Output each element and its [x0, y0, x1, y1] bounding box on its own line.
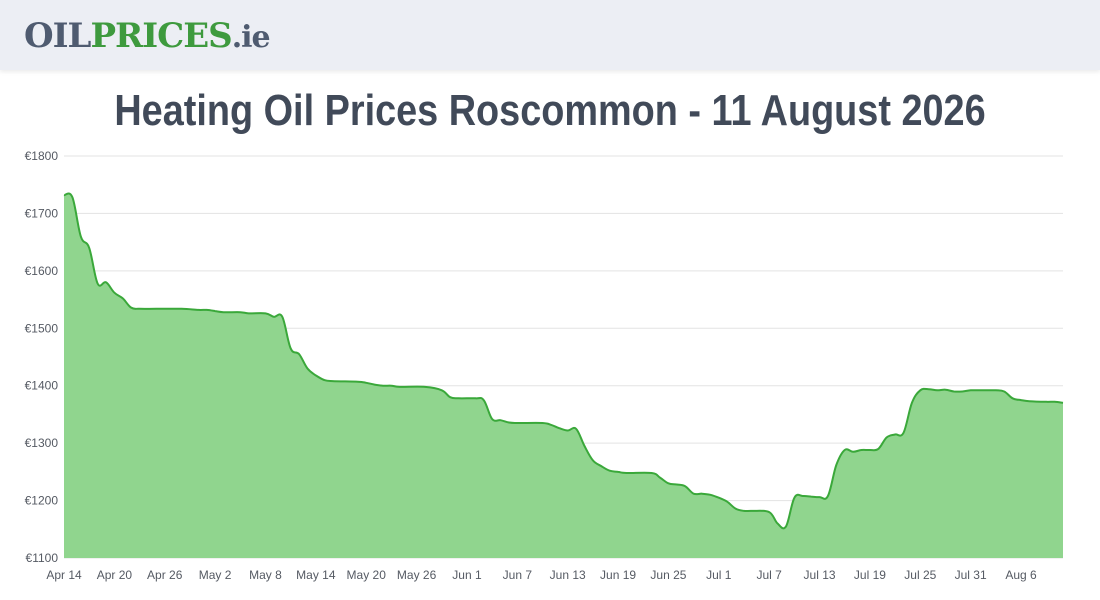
logo-part-prices: PRICES	[90, 16, 232, 56]
x-axis-ticks: Apr 14 Apr 20 Apr 26 May 2 May 8 May 14 May 20…	[46, 568, 1037, 582]
y-axis-ticks: €1100 €1200 €1300 €1400 €1500 €1600 €1700 €1800	[25, 149, 59, 565]
x-tick-label: Apr 14	[46, 568, 82, 582]
x-tick-label: May 8	[249, 568, 282, 582]
price-area-fill	[64, 193, 1063, 558]
x-tick-label: May 26	[397, 568, 437, 582]
logo-part-ie: .ie	[231, 20, 271, 55]
y-tick-label: €1100	[26, 551, 59, 565]
x-tick-label: May 14	[296, 568, 336, 582]
x-tick-label: Jul 13	[804, 568, 836, 582]
x-tick-label: Jul 19	[854, 568, 886, 582]
x-tick-label: Jul 7	[756, 568, 782, 582]
x-tick-label: Aug 6	[1005, 568, 1037, 582]
y-tick-label: €1600	[25, 264, 59, 278]
site-header: OILPRICES.ie	[0, 0, 1100, 70]
x-tick-label: May 2	[199, 568, 232, 582]
y-tick-label: €1400	[25, 379, 59, 393]
x-tick-label: Jun 19	[600, 568, 636, 582]
price-line	[63, 192, 1064, 530]
x-tick-label: Jun 25	[650, 568, 686, 582]
y-tick-label: €1700	[25, 206, 59, 220]
x-tick-label: Jul 25	[904, 568, 936, 582]
x-tick-label: Jul 1	[706, 568, 732, 582]
y-tick-label: €1200	[25, 494, 59, 508]
logo-part-oil: OIL	[24, 16, 91, 56]
x-tick-label: Jun 1	[452, 568, 482, 582]
x-tick-label: Apr 20	[97, 568, 133, 582]
y-tick-label: €1300	[25, 436, 59, 450]
x-tick-label: Apr 26	[147, 568, 183, 582]
y-tick-label: €1800	[25, 149, 59, 163]
page-title: Heating Oil Prices Roscommon - 11 August…	[114, 86, 986, 135]
x-tick-label: Jul 31	[955, 568, 987, 582]
x-tick-label: Jun 7	[503, 568, 533, 582]
x-tick-label: Jun 13	[550, 568, 586, 582]
y-tick-label: €1500	[25, 321, 59, 335]
site-logo[interactable]: OILPRICES.ie	[24, 14, 271, 60]
x-tick-label: May 20	[347, 568, 387, 582]
